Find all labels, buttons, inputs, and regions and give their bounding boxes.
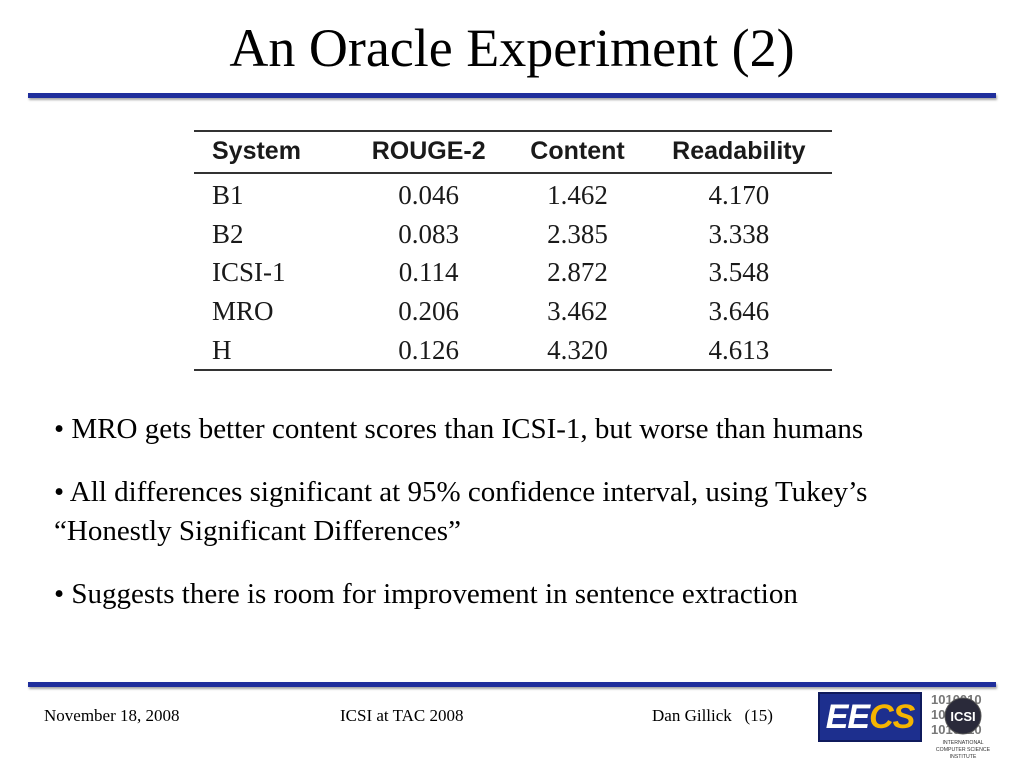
cell-rouge2: 0.083 xyxy=(398,218,460,249)
cell-system: ICSI-1 xyxy=(212,257,286,288)
cell-rouge2: 0.114 xyxy=(398,257,459,288)
cell-readability: 4.170 xyxy=(708,180,770,211)
eecs-logo-cs: CS xyxy=(869,697,915,736)
footer-page-number: (15) xyxy=(744,706,773,725)
cell-readability: 3.646 xyxy=(708,296,770,327)
cell-rouge2: 0.206 xyxy=(398,296,460,327)
cell-system: B1 xyxy=(212,180,244,211)
icsi-tagline-line: INTERNATIONAL xyxy=(942,740,983,746)
cell-content: 1.462 xyxy=(547,180,608,211)
cell-content: 2.872 xyxy=(547,257,608,288)
eecs-logo: EE CS xyxy=(818,692,922,742)
cell-readability: 3.338 xyxy=(708,218,770,249)
cell-rouge2: 0.126 xyxy=(348,330,510,371)
bullet-item: • MRO gets better content scores than IC… xyxy=(54,413,864,445)
header-content: Content xyxy=(509,130,646,174)
bullet-item: • All differences significant at 95% con… xyxy=(54,476,868,547)
cell-readability: 3.548 xyxy=(708,257,770,288)
cell-readability: 4.613 xyxy=(645,330,832,371)
cell-content: 3.462 xyxy=(547,296,608,327)
cell-system: B2 xyxy=(212,218,244,249)
icsi-logo: 1010010 1010010 1010010 ICSI INTERNATION… xyxy=(931,692,991,760)
footer-divider xyxy=(28,682,996,687)
icsi-globe-icon xyxy=(944,697,982,735)
footer-author-page: Dan Gillick (15) xyxy=(652,706,773,726)
table-header-row: System ROUGE-2 Content Readability xyxy=(194,130,832,174)
bullet-list: • MRO gets better content scores than IC… xyxy=(54,410,954,614)
footer-event: ICSI at TAC 2008 xyxy=(340,706,464,725)
table-row: ICSI-1 0.114 2.872 3.548 xyxy=(194,253,832,292)
footer-author: Dan Gillick xyxy=(652,706,732,725)
header-readability: Readability xyxy=(645,130,832,174)
eecs-logo-ee: EE xyxy=(825,697,870,736)
cell-content: 4.320 xyxy=(509,330,646,371)
cell-system: H xyxy=(194,330,348,371)
slide-title: An Oracle Experiment (2) xyxy=(229,18,795,78)
cell-rouge2: 0.046 xyxy=(398,180,460,211)
cell-system: MRO xyxy=(212,296,274,327)
icsi-tagline-line: COMPUTER SCIENCE xyxy=(936,747,991,753)
icsi-logo-name: ICSI xyxy=(950,709,975,724)
results-table: System ROUGE-2 Content Readability B1 0.… xyxy=(194,130,832,371)
icsi-tagline-line: INSTITUTE xyxy=(950,754,977,760)
table-row: B1 0.046 1.462 4.170 xyxy=(194,173,832,215)
header-rouge2: ROUGE-2 xyxy=(348,130,510,174)
footer-date: November 18, 2008 xyxy=(44,706,180,725)
title-divider xyxy=(28,93,996,98)
results-table-container: System ROUGE-2 Content Readability B1 0.… xyxy=(194,130,832,371)
cell-content: 2.385 xyxy=(547,218,608,249)
table-row: B2 0.083 2.385 3.338 xyxy=(194,215,832,254)
table-row: MRO 0.206 3.462 3.646 xyxy=(194,292,832,331)
bullet-item: • Suggests there is room for improvement… xyxy=(54,578,798,610)
header-system: System xyxy=(194,130,348,174)
table-row: H 0.126 4.320 4.613 xyxy=(194,330,832,371)
